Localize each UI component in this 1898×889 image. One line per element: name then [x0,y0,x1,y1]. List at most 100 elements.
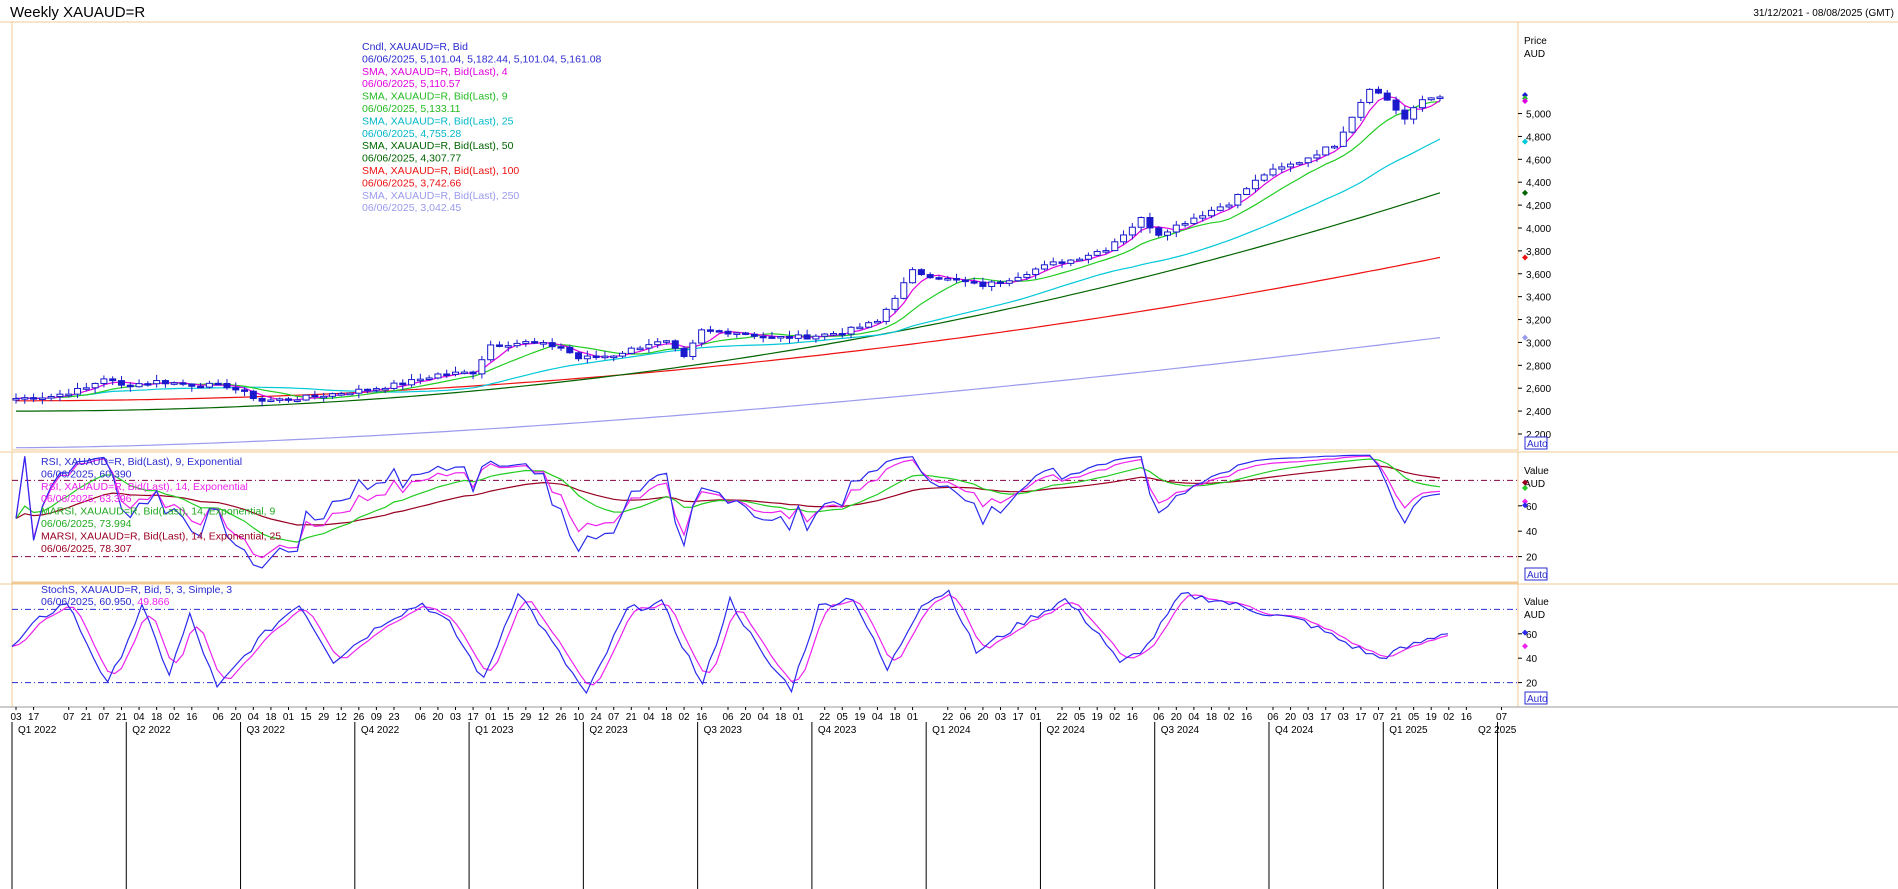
candle-body [1243,188,1251,195]
legend-main-line: 06/06/2025, 4,307.77 [362,153,461,165]
candle-body [232,387,240,391]
stoch-d-line [11,594,1449,686]
candle-body [873,320,881,324]
x-tick-label: 29 [318,712,330,723]
price-series [15,95,1441,449]
candle-body [1401,109,1409,120]
x-tick-label: 07 [98,712,110,723]
price-tick-label: 3,000 [1526,338,1551,349]
x-tick-label: 22 [819,712,831,723]
candle-body [47,395,55,399]
candle-body [680,347,688,357]
candle-body [1102,250,1110,253]
last-value-marker [1522,643,1528,650]
quarter-label: Q2 2023 [589,725,628,736]
candle-body [443,373,451,376]
candle-body [1287,163,1295,168]
candle-body [179,382,187,385]
candle-body [188,383,196,387]
candle-body [74,387,82,395]
x-tick-label: 17 [1320,712,1332,723]
candle-body [715,330,723,333]
candle-body [970,281,978,284]
rsi-9-line [15,454,1441,569]
candle-body [12,398,20,401]
candle-body [214,382,222,386]
x-tick-label: 15 [503,712,515,723]
candle-body [1093,251,1101,256]
x-tick-label: 15 [301,712,313,723]
legend-main-line: Cndl, XAUAUD=R, Bid [362,41,468,53]
x-tick-label: 01 [907,712,919,723]
x-tick-label: 01 [793,712,805,723]
last-value-marker [1522,254,1528,261]
quarter-label: Q3 2022 [247,725,286,736]
candle-body [566,346,574,354]
chart-header: Weekly XAUAUD=R 31/12/2021 - 08/08/2025 … [0,0,1898,26]
candle-body [539,342,547,345]
legend-main-line: 06/06/2025, 5,110.57 [362,78,461,90]
candle-body [1427,97,1435,101]
candle-body [645,344,653,349]
candle-body [117,380,125,386]
candle-body [1032,268,1040,276]
candle-body [1216,206,1224,211]
candle-body [1313,154,1321,159]
candle-body [610,355,618,359]
x-tick-label: 17 [1355,712,1367,723]
quarter-label: Q3 2023 [704,725,743,736]
candle-body [21,397,29,400]
candle-body [1005,280,1013,284]
x-tick-label: 18 [1206,712,1218,723]
candle-body [267,399,275,402]
candle-body [953,278,961,281]
candle-body [891,297,899,310]
last-value-marker [1522,479,1528,486]
date-range: 31/12/2021 - 08/08/2025 (GMT) [1753,8,1894,19]
last-value-marker [1522,629,1528,636]
axes: Price AUD 2,200 2,400 2,600 2,800 3,000 3,200 3,… [10,36,1551,889]
candle-body [917,269,925,276]
x-tick-label: 26 [353,712,365,723]
x-tick-label: 24 [591,712,603,723]
candle-body [742,332,750,335]
candle-body [478,359,486,375]
quarter-label: Q1 2022 [18,725,57,736]
candle-body [944,278,952,281]
legend-rsi-line: RSI, XAUAUD=R, Bid(Last), 14, Exponentia… [41,481,248,493]
candle-body [1014,276,1022,282]
candle-body [346,392,354,396]
rsi-axis-unit: AUD [1524,479,1545,490]
legend-main-line: SMA, XAUAUD=R, Bid(Last), 25 [362,115,514,127]
candle-body [882,308,890,322]
candle-body [1374,88,1382,94]
x-tick-label: 29 [520,712,532,723]
rsi-series [15,454,1441,569]
candle-body [592,355,600,359]
candle-body [504,345,512,348]
price-tick-label: 4,000 [1526,224,1551,235]
x-tick-label: 16 [1461,712,1473,723]
x-tick-label: 03 [1303,712,1315,723]
candle-body [724,330,732,335]
candle-body [750,333,758,337]
quarter-label: Q1 2024 [932,725,971,736]
candle-body [979,281,987,287]
x-tick-label: 18 [889,712,901,723]
x-tick-label: 16 [186,712,198,723]
candle-body [513,342,521,347]
auto-scale-label: Auto [1527,570,1548,581]
price-tick-label: 2,800 [1526,361,1551,372]
candle-body [416,378,424,382]
x-tick-label: 18 [775,712,787,723]
candle-body [935,277,943,280]
candle-body [1111,241,1119,252]
candle-body [381,387,389,391]
candle-body [1304,157,1312,164]
x-tick-label: 23 [388,712,400,723]
candle-body [856,326,864,330]
x-tick-label: 20 [1285,712,1297,723]
legend-main-line: 06/06/2025, 5,133.11 [362,103,461,115]
legend-rsi-line: 06/06/2025, 78.307 [41,543,132,555]
